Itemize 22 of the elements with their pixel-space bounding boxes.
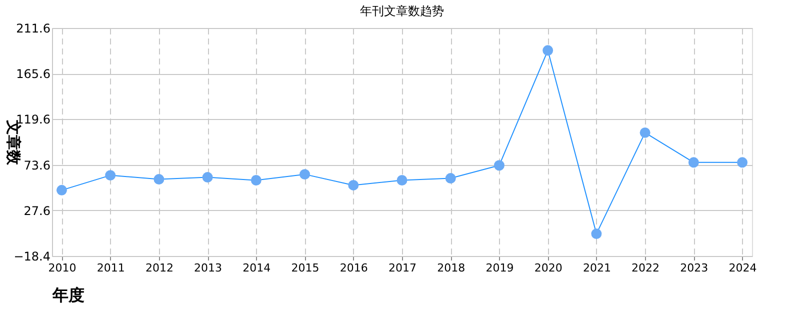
y-tick-label: 211.6 <box>16 22 50 36</box>
x-tick-label: 2015 <box>291 262 320 274</box>
y-tick-label: 73.6 <box>24 158 50 172</box>
x-tick-label: 2019 <box>486 262 514 274</box>
x-tick-label: 2013 <box>194 262 222 274</box>
y-tick-label: −18.4 <box>14 250 50 264</box>
x-axis-title: 年度 <box>52 286 84 304</box>
x-tick-label: 2023 <box>680 262 708 274</box>
chart-title: 年刊文章数趋势 <box>360 4 444 18</box>
x-tick-label: 2024 <box>728 262 757 274</box>
x-tick-label: 2022 <box>632 262 660 274</box>
x-tick-label: 2017 <box>388 262 416 274</box>
x-tick-label: 2018 <box>437 262 466 274</box>
x-tick-label: 2021 <box>582 262 611 274</box>
y-tick-label: 27.6 <box>24 204 50 218</box>
x-tick-label: 2014 <box>242 262 271 274</box>
x-tick-label: 2020 <box>534 262 562 274</box>
x-tick-label: 2010 <box>48 262 76 274</box>
x-tick-label: 2016 <box>340 262 368 274</box>
y-tick-label: 165.6 <box>16 67 50 82</box>
x-tick-label: 2012 <box>145 262 174 274</box>
x-tick-label: 2011 <box>96 262 125 274</box>
